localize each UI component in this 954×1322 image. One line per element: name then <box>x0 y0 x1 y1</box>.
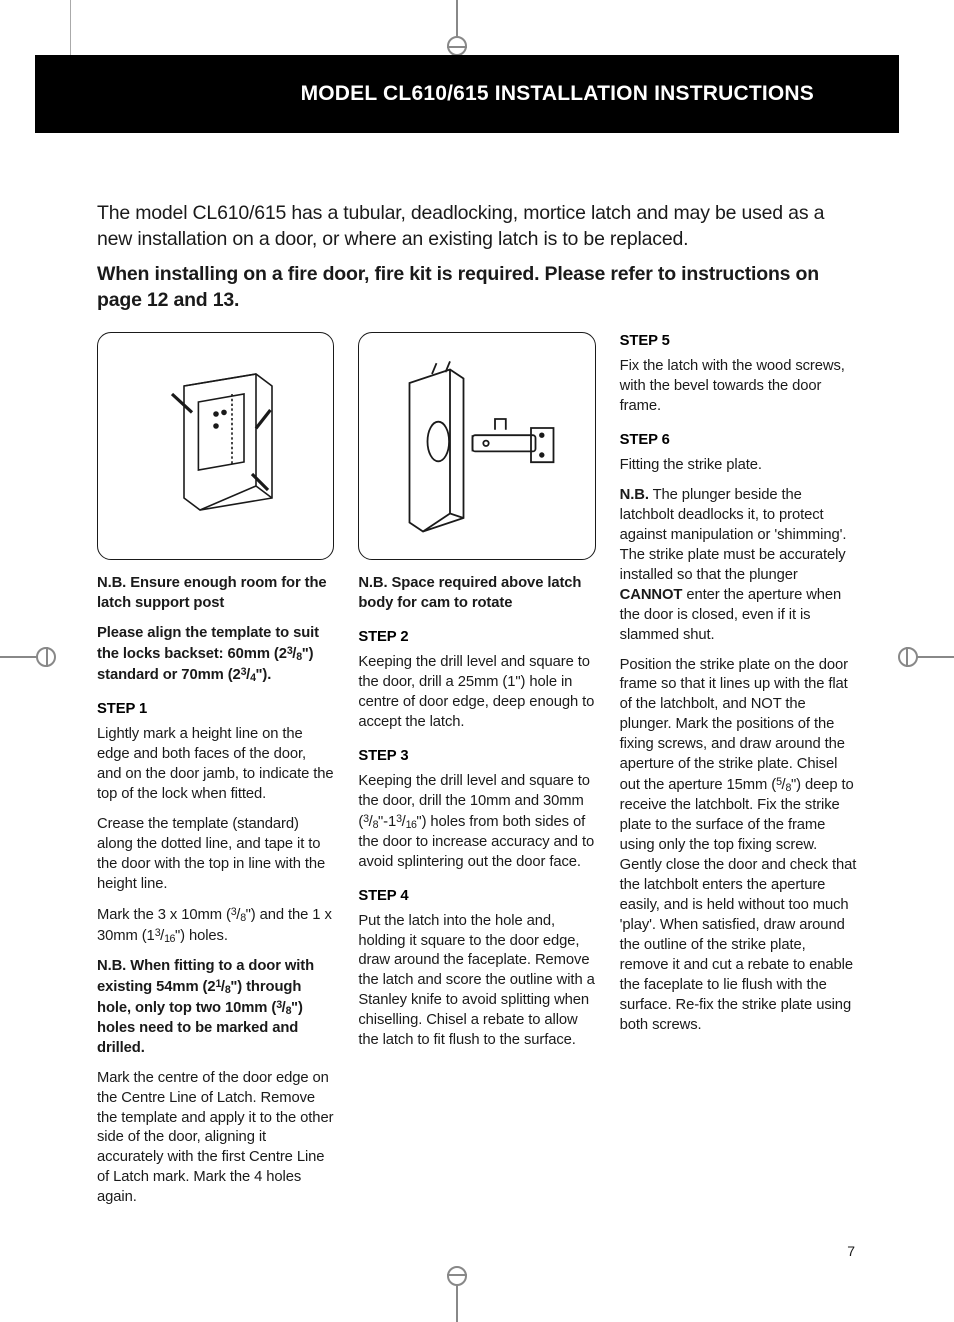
figure-2 <box>358 332 595 560</box>
note-text: N.B. Space required above latch body for… <box>358 574 595 614</box>
body-text: The plunger beside the latchbolt deadloc… <box>620 487 847 583</box>
step-heading: STEP 6 <box>620 431 857 451</box>
note-text: N.B. Ensure enough room for the latch su… <box>97 574 334 614</box>
note-text: N.B. The plunger beside the latchbolt de… <box>620 486 857 646</box>
column-2: N.B. Space required above latch body for… <box>358 332 595 1218</box>
registration-mark-icon <box>447 1266 467 1286</box>
body-text: Keeping the drill level and square to th… <box>358 772 595 873</box>
intro-text: The model CL610/615 has a tubular, deadl… <box>97 201 857 252</box>
step-heading: STEP 4 <box>358 887 595 907</box>
emphasis-text: CANNOT <box>620 587 683 603</box>
body-text: Mark the centre of the door edge on the … <box>97 1069 334 1209</box>
columns: N.B. Ensure enough room for the latch su… <box>97 332 857 1218</box>
body-text: Mark the 3 x 10mm (3/8") and the 1 x 30m… <box>97 905 334 947</box>
body-text: Put the latch into the hole and, holding… <box>358 912 595 1052</box>
body-text: Keeping the drill level and square to th… <box>358 653 595 733</box>
crop-mark <box>456 1280 458 1322</box>
step-heading: STEP 5 <box>620 332 857 352</box>
crop-mark <box>906 647 908 667</box>
step-heading: STEP 2 <box>358 628 595 648</box>
body-text: Fitting the strike plate. <box>620 456 857 476</box>
body-text: Crease the template (standard) along the… <box>97 815 334 895</box>
note-text: Please align the template to suit the lo… <box>97 624 334 686</box>
figure-1 <box>97 332 334 560</box>
crop-mark <box>447 46 467 48</box>
crop-mark <box>912 656 954 658</box>
page: MODEL CL610/615 INSTALLATION INSTRUCTION… <box>55 55 899 1267</box>
body-text: Lightly mark a height line on the edge a… <box>97 725 334 805</box>
body-text: Fix the latch with the wood screws, with… <box>620 357 857 417</box>
crop-mark <box>447 1274 467 1276</box>
column-1: N.B. Ensure enough room for the latch su… <box>97 332 334 1218</box>
column-3: STEP 5 Fix the latch with the wood screw… <box>620 332 857 1218</box>
nb-label: N.B. <box>620 487 649 503</box>
page-title: MODEL CL610/615 INSTALLATION INSTRUCTION… <box>301 82 814 106</box>
door-template-icon <box>136 351 296 541</box>
step-heading: STEP 1 <box>97 700 334 720</box>
body-text: Position the strike plate on the door fr… <box>620 656 857 1036</box>
page-number: 7 <box>847 1243 855 1259</box>
crop-mark <box>46 647 48 667</box>
latch-assembly-icon <box>387 351 567 541</box>
intro-warning: When installing on a fire door, fire kit… <box>97 262 857 313</box>
registration-mark-icon <box>898 647 918 667</box>
crop-mark <box>70 0 71 60</box>
intro-block: The model CL610/615 has a tubular, deadl… <box>97 201 857 314</box>
step-heading: STEP 3 <box>358 747 595 767</box>
header-bar: MODEL CL610/615 INSTALLATION INSTRUCTION… <box>35 55 899 133</box>
note-text: N.B. When fitting to a door with existin… <box>97 957 334 1059</box>
